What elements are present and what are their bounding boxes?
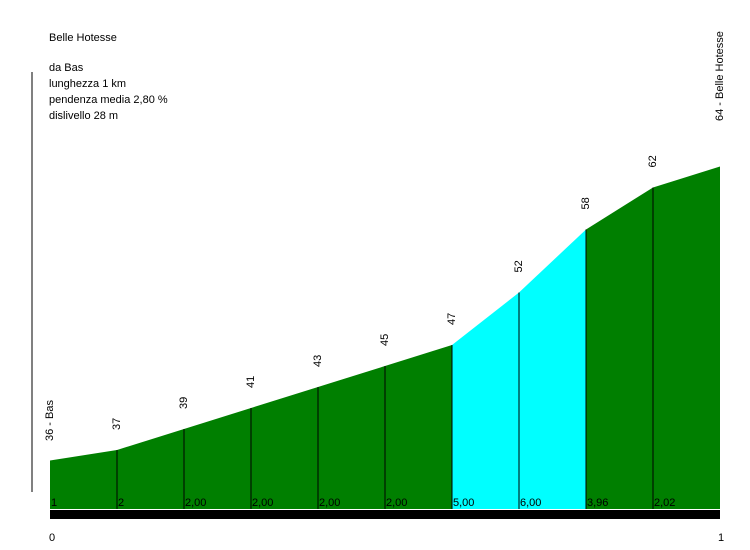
start-point-label: da Bas (49, 62, 84, 74)
profile-segment (385, 345, 452, 509)
profile-segment (519, 229, 586, 509)
grade-label: 2,00 (386, 497, 407, 509)
elevation-label: 45 (379, 334, 391, 346)
elevation-label: 37 (111, 418, 123, 430)
elevation-label: 43 (312, 355, 324, 367)
profile-segment (184, 408, 251, 509)
segment-dividers (116, 187, 654, 509)
elevation-label: 52 (513, 260, 525, 272)
elevation-label: 58 (580, 197, 592, 209)
chart-title: Belle Hotesse (49, 32, 117, 44)
average-grade-label: pendenza media 2,80 % (49, 94, 168, 106)
elevation-label: 47 (446, 313, 458, 325)
elevation-label: 39 (178, 397, 190, 409)
climb-info: da Bas lunghezza 1 km pendenza media 2,8… (49, 60, 168, 124)
grade-label: 5,00 (453, 497, 474, 509)
elevation-labels: 36 - Bas 37 39 41 43 45 47 52 58 62 64 - Belle Hot… (44, 31, 726, 441)
distance-axis-bar (50, 510, 720, 519)
elevation-label: 64 - Belle Hotesse (714, 31, 726, 121)
grade-label: 3,96 (587, 497, 608, 509)
grade-label: 1 (51, 497, 57, 509)
grade-label: 2 (118, 497, 124, 509)
profile-segment (653, 166, 720, 509)
profile-segment (452, 292, 519, 509)
grade-label: 2,00 (185, 497, 206, 509)
grade-label: 2,00 (252, 497, 273, 509)
profile-segment (117, 429, 184, 509)
x-tick-label-end: 1 (718, 532, 724, 544)
elevation-label: 36 - Bas (44, 400, 56, 441)
grade-label: 2,02 (654, 497, 675, 509)
profile-segment (318, 366, 385, 509)
grade-label: 2,00 (319, 497, 340, 509)
elevation-label: 62 (647, 155, 659, 167)
profile-segment (50, 450, 117, 509)
x-tick-label-start: 0 (49, 532, 55, 544)
profile-segment (586, 187, 653, 509)
elevation-label: 41 (245, 376, 257, 388)
length-label: lunghezza 1 km (49, 78, 127, 90)
grade-labels: 1 2 2,00 2,00 2,00 2,00 5,00 6,00 3,96 2,02 (51, 497, 675, 509)
grade-label: 6,00 (520, 497, 541, 509)
elevation-gain-label: dislivello 28 m (49, 110, 119, 122)
profile-segment (251, 387, 318, 509)
profile-areas (50, 166, 720, 509)
